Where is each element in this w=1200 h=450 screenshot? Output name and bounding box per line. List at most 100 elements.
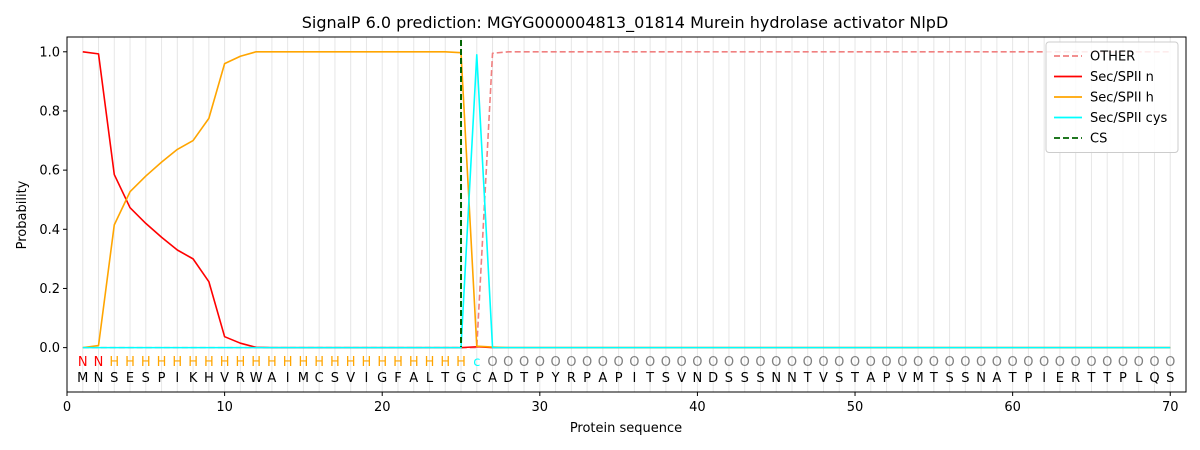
residue-letter: S [662, 371, 670, 386]
residue-letter: S [110, 371, 118, 386]
region-label: H [235, 355, 245, 370]
x-tick-label: 40 [689, 400, 706, 415]
region-label: H [188, 355, 198, 370]
residue-letter: G [456, 371, 466, 386]
residue-letter: T [850, 371, 859, 386]
residue-letter: P [158, 371, 166, 386]
residue-letter: I [286, 371, 290, 386]
residue-letter: P [883, 371, 891, 386]
region-label: H [125, 355, 135, 370]
region-label: H [425, 355, 435, 370]
region-label: O [1165, 355, 1175, 370]
residue-letter: S [142, 371, 150, 386]
y-tick-label: 0.4 [39, 223, 60, 238]
region-label: O [803, 355, 813, 370]
residue-letter: N [771, 371, 781, 386]
legend-label: OTHER [1090, 50, 1135, 65]
residue-letter: S [961, 371, 969, 386]
region-label: H [141, 355, 151, 370]
region-label: O [1149, 355, 1159, 370]
residue-letter: L [426, 371, 434, 386]
region-label: O [881, 355, 891, 370]
region-label: O [992, 355, 1002, 370]
residue-letter: I [1042, 371, 1046, 386]
residue-letter: A [409, 371, 418, 386]
region-label: O [866, 355, 876, 370]
residue-letter: T [1102, 371, 1111, 386]
residue-letter: S [945, 371, 953, 386]
residue-letter: D [708, 371, 718, 386]
region-label: O [1023, 355, 1033, 370]
region-label: O [661, 355, 671, 370]
residue-letter: N [693, 371, 703, 386]
region-label: O [1071, 355, 1081, 370]
residue-letter: M [298, 371, 309, 386]
x-tick-label: 60 [1004, 400, 1021, 415]
residue-letter: A [992, 371, 1001, 386]
x-axis-label: Protein sequence [570, 421, 682, 436]
legend-label: CS [1090, 132, 1107, 147]
region-label: O [787, 355, 797, 370]
region-label: H [330, 355, 340, 370]
residue-letter: S [756, 371, 764, 386]
residue-letter: C [472, 371, 481, 386]
region-label: O [929, 355, 939, 370]
residue-letter: T [1086, 371, 1095, 386]
region-label: O [1134, 355, 1144, 370]
series-line-sec-spii-n [82, 50, 1171, 349]
region-label: O [566, 355, 576, 370]
x-tick-label: 30 [532, 400, 549, 415]
region-label: O [944, 355, 954, 370]
region-label: H [362, 355, 372, 370]
region-label: O [598, 355, 608, 370]
region-label: O [487, 355, 497, 370]
residue-letter: P [536, 371, 544, 386]
residue-letter: T [645, 371, 654, 386]
residue-letter: R [1071, 371, 1080, 386]
y-tick-label: 0.0 [39, 341, 60, 356]
legend: OTHER Sec/SPII n Sec/SPII h Sec/SPII cys CS [1045, 41, 1179, 153]
residue-letter: S [741, 371, 749, 386]
region-label: H [283, 355, 293, 370]
region-label: O [976, 355, 986, 370]
region-label: O [1055, 355, 1065, 370]
residue-letter: P [1119, 371, 1127, 386]
residue-letter: N [787, 371, 797, 386]
region-label: O [850, 355, 860, 370]
region-label: O [519, 355, 529, 370]
region-label: O [1039, 355, 1049, 370]
residue-letter: C [315, 371, 324, 386]
legend-label: Sec/SPII n [1090, 70, 1154, 85]
residue-letter: P [615, 371, 623, 386]
region-label: H [393, 355, 403, 370]
region-label: N [94, 355, 104, 370]
legend-label: Sec/SPII cys [1090, 111, 1168, 126]
residue-letter: T [803, 371, 812, 386]
residue-letter: H [204, 371, 214, 386]
region-label: O [771, 355, 781, 370]
region-label: O [645, 355, 655, 370]
residue-letter: V [898, 371, 907, 386]
legend-label: Sec/SPII h [1090, 91, 1154, 106]
region-label: O [740, 355, 750, 370]
residue-letter: S [835, 371, 843, 386]
residue-letter: R [236, 371, 245, 386]
residue-letter: F [394, 371, 401, 386]
region-label: c [473, 355, 480, 370]
region-label: H [267, 355, 277, 370]
residue-letter: N [94, 371, 104, 386]
y-tick-label: 0.6 [39, 164, 60, 179]
region-label: O [629, 355, 639, 370]
y-tick-label: 0.8 [39, 104, 60, 119]
series-line-other [82, 50, 1171, 349]
residue-letter: N [976, 371, 986, 386]
residue-letter: D [503, 371, 513, 386]
residue-letter: M [912, 371, 923, 386]
residue-letter: L [1135, 371, 1143, 386]
region-label: N [78, 355, 88, 370]
sequence-layer: NMNNHSHEHSHPHIHKHHHVHRHWHAHIHMHCHSHVHIHG… [77, 355, 1175, 386]
residue-letter: T [929, 371, 938, 386]
residue-letter: P [583, 371, 591, 386]
region-label: H [409, 355, 419, 370]
